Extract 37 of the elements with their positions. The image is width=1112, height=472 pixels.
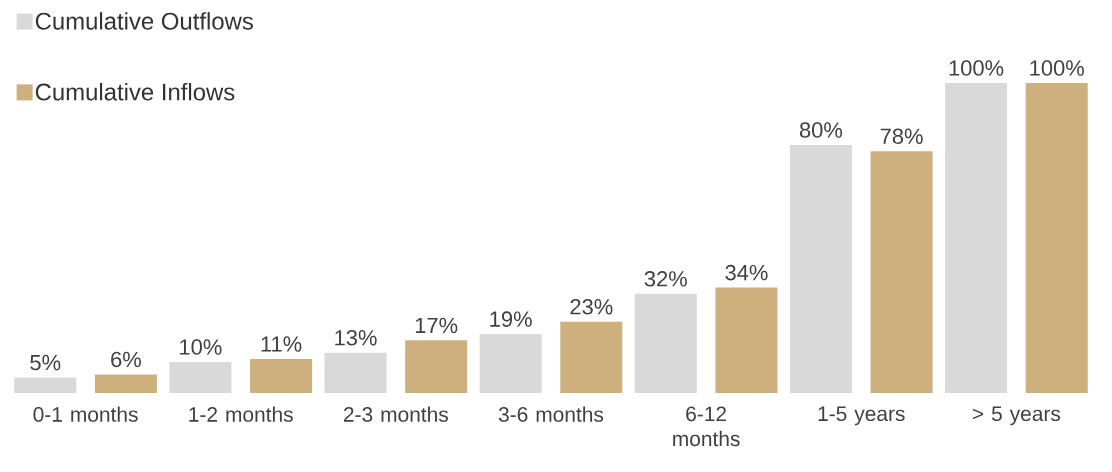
bar: [14, 377, 77, 393]
data-label: 6%: [111, 351, 141, 368]
x-tick-label: > 5 years: [972, 406, 1061, 426]
x-tick-label: 1-5 years: [818, 406, 905, 426]
data-label: 100%: [949, 60, 1004, 76]
x-tick-label: 6-12 months: [673, 406, 740, 447]
data-label: 23%: [570, 298, 613, 315]
x-tick-label: 0-1 months: [33, 406, 138, 422]
data-label: 17%: [415, 317, 458, 334]
bar: [479, 334, 542, 393]
data-label: 11%: [261, 336, 302, 352]
data-label: 19%: [490, 311, 532, 327]
bar: [1025, 82, 1088, 393]
bar: [945, 82, 1008, 393]
bar: [870, 151, 933, 393]
data-label: 80%: [799, 122, 843, 138]
bar: [250, 358, 313, 393]
bar: [405, 340, 468, 393]
bar: [634, 293, 697, 393]
bar: [94, 374, 157, 393]
bar: [715, 287, 778, 393]
data-label: 32%: [644, 271, 687, 287]
bar: [789, 144, 852, 393]
bar: [560, 321, 623, 393]
x-tick-label: 3-6 months: [498, 406, 604, 422]
bar: [324, 352, 387, 393]
legend-label: Cumulative Inflows: [35, 82, 235, 101]
data-label: 13%: [335, 329, 377, 346]
legend-label: Cumulative Outflows: [35, 12, 253, 30]
x-tick-label: 2-3 months: [343, 406, 448, 422]
x-tick-label: 1-2 months: [189, 406, 293, 422]
data-label: 5%: [30, 354, 61, 371]
data-label: 100%: [1030, 60, 1084, 76]
data-label: 78%: [880, 128, 923, 144]
bar: [169, 361, 232, 393]
data-label: 10%: [180, 339, 222, 355]
data-label: 34%: [725, 264, 768, 281]
